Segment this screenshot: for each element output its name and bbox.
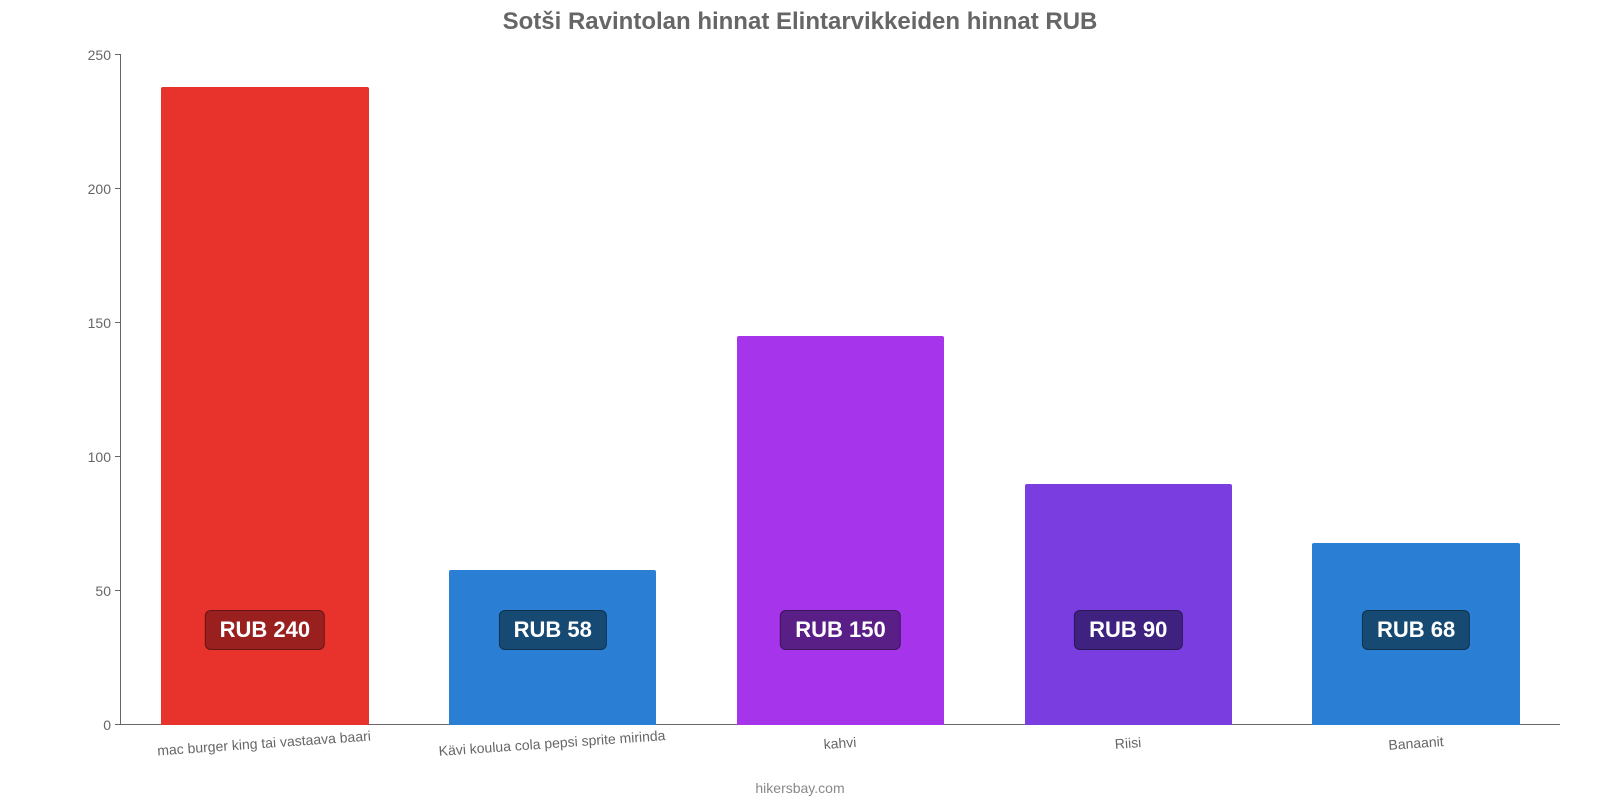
y-tick-label: 200 <box>88 181 111 197</box>
chart-title: Sotši Ravintolan hinnat Elintarvikkeiden… <box>0 8 1600 36</box>
bar-value-badge: RUB 150 <box>780 610 900 650</box>
bar-slot: RUB 90 <box>984 55 1272 725</box>
bar <box>737 336 944 725</box>
y-tick-label: 100 <box>88 449 111 465</box>
bar-value-badge: RUB 240 <box>205 610 325 650</box>
bar-slot: RUB 150 <box>697 55 985 725</box>
bar-value-badge: RUB 90 <box>1074 610 1182 650</box>
x-slot: Riisi <box>984 725 1272 775</box>
x-slot: kahvi <box>696 725 984 775</box>
y-tick-label: 0 <box>103 717 111 733</box>
x-slot: mac burger king tai vastaava baari <box>120 725 408 775</box>
bar-value-badge: RUB 58 <box>499 610 607 650</box>
y-tick <box>115 590 121 591</box>
y-tick-label: 150 <box>88 315 111 331</box>
x-axis-label: mac burger king tai vastaava baari <box>157 728 372 759</box>
y-tick <box>115 456 121 457</box>
bars-container: RUB 240 RUB 58 RUB 150 RUB 90 RUB 68 <box>121 55 1560 725</box>
bar-slot: RUB 58 <box>409 55 697 725</box>
x-axis-label: kahvi <box>823 734 857 752</box>
x-axis-label: Kävi koulua cola pepsi sprite mirinda <box>438 727 666 759</box>
y-tick <box>115 188 121 189</box>
y-tick-label: 250 <box>88 47 111 63</box>
bar <box>1025 484 1232 725</box>
price-bar-chart: Sotši Ravintolan hinnat Elintarvikkeiden… <box>0 0 1600 800</box>
x-slot: Banaanit <box>1272 725 1560 775</box>
x-axis-labels: mac burger king tai vastaava baari Kävi k… <box>120 725 1560 775</box>
y-tick <box>115 322 121 323</box>
y-tick-label: 50 <box>95 583 111 599</box>
x-slot: Kävi koulua cola pepsi sprite mirinda <box>408 725 696 775</box>
bar-slot: RUB 68 <box>1272 55 1560 725</box>
x-axis-label: Banaanit <box>1388 733 1444 753</box>
plot-area: RUB 240RUB 58RUB 150RUB 90RUB 68 0501001… <box>120 55 1560 725</box>
x-axis-label: Riisi <box>1114 734 1142 752</box>
bar-value-badge: RUB 68 <box>1362 610 1470 650</box>
y-tick <box>115 54 121 55</box>
bar-slot: RUB 240 <box>121 55 409 725</box>
chart-footer: hikersbay.com <box>0 780 1600 796</box>
